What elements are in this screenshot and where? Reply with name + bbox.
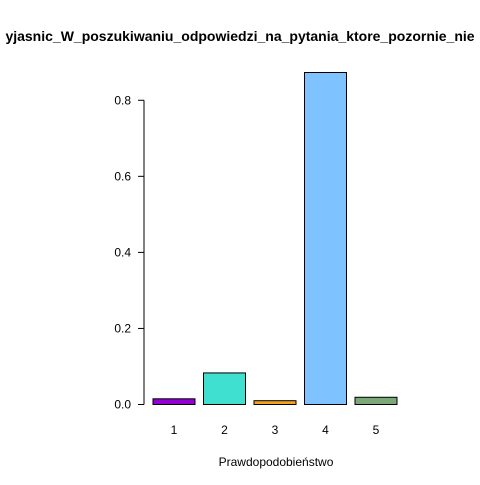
x-tick-label: 1	[171, 423, 178, 437]
y-tick-label: 0.0	[114, 398, 131, 412]
y-tick-label: 0.6	[114, 169, 131, 183]
bar-2	[203, 372, 246, 405]
y-tick-label: 0.8	[114, 93, 131, 107]
x-tick-label: 3	[272, 423, 279, 437]
x-tick-label: 2	[221, 423, 228, 437]
bar-1	[152, 398, 196, 405]
x-axis-label: Prawdopodobieństwo	[219, 455, 334, 469]
x-tick-label: 5	[373, 423, 380, 437]
x-tick-label: 4	[322, 423, 329, 437]
y-tick-label: 0.2	[114, 321, 131, 335]
y-axis: 0.0 0.2 0.4 0.6 0.8	[114, 93, 145, 412]
bars-group	[152, 72, 398, 406]
bar-4	[304, 72, 347, 405]
bar-3	[253, 400, 297, 405]
y-tick-label: 0.4	[114, 245, 131, 259]
chart-title: yjasnic_W_poszukiwaniu_odpowiedzi_na_pyt…	[5, 28, 474, 44]
bar-5	[354, 396, 398, 406]
x-tick-labels: 1 2 3 4 5	[171, 423, 380, 437]
